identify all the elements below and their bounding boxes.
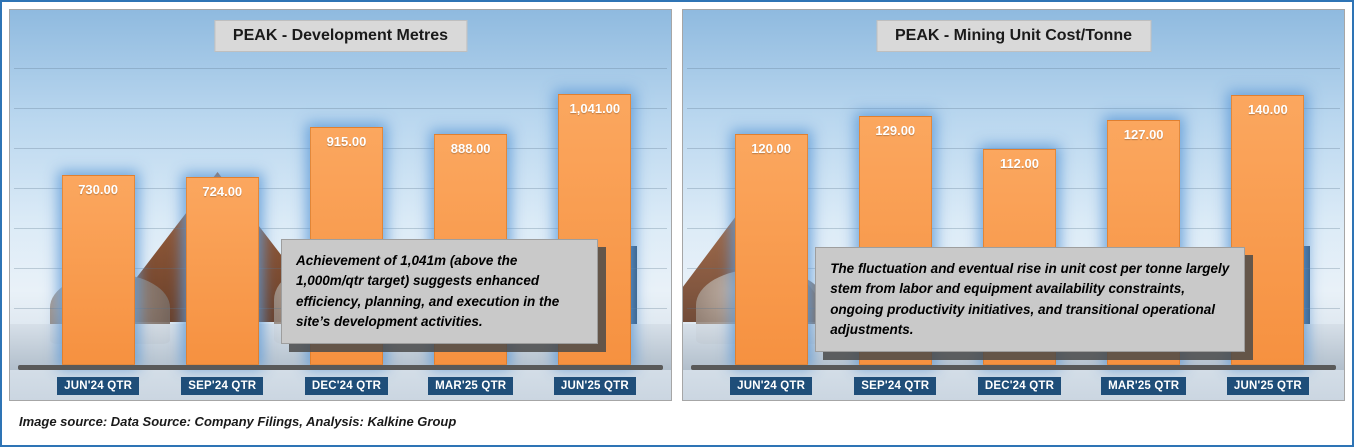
chart-panel-development-metres: PEAK - Development Metres 730.00 724.00 91…: [9, 9, 672, 401]
bar: 730.00: [61, 175, 135, 365]
x-axis-label: SEP'24 QTR: [181, 377, 264, 395]
x-axis-line: [18, 365, 663, 370]
x-axis-label-cell: DEC'24 QTR: [284, 376, 408, 395]
bar: 120.00: [734, 133, 808, 365]
charts-row: PEAK - Development Metres 730.00 724.00 91…: [9, 9, 1345, 401]
x-axis-label: JUN'24 QTR: [57, 377, 140, 395]
bar-slot: 120.00: [712, 66, 830, 365]
x-axis-label: MAR'25 QTR: [1101, 377, 1187, 395]
bar-value-label: 129.00: [875, 123, 916, 139]
x-axis-label-cell: DEC'24 QTR: [957, 376, 1081, 395]
x-axis-label-cell: JUN'25 QTR: [533, 376, 657, 395]
gridline: [14, 108, 667, 109]
x-axis-label: JUN'25 QTR: [553, 377, 636, 395]
x-axis-labels: JUN'24 QTR SEP'24 QTR DEC'24 QTR MAR'25 QTR…: [36, 376, 657, 395]
bar-value-label: 1,041.00: [569, 101, 621, 117]
x-axis-line: [691, 365, 1336, 370]
x-axis-label-cell: JUN'25 QTR: [1206, 376, 1330, 395]
annotation-box: Achievement of 1,041m (above the 1,000m/…: [281, 239, 599, 344]
chart-title: PEAK - Development Metres: [213, 20, 468, 52]
x-axis-labels: JUN'24 QTR SEP'24 QTR DEC'24 QTR MAR'25 QTR…: [709, 376, 1330, 395]
bar-value-label: 140.00: [1247, 101, 1288, 117]
bar-slot: 730.00: [39, 66, 157, 365]
bar-value-label: 112.00: [999, 155, 1039, 171]
gridline: [687, 108, 1340, 109]
x-axis-label: JUN'25 QTR: [1226, 377, 1309, 395]
chart-panel-mining-unit-cost: PEAK - Mining Unit Cost/Tonne 120.00 129.…: [682, 9, 1345, 401]
x-axis-label-cell: MAR'25 QTR: [409, 376, 533, 395]
bar-value-label: 127.00: [1123, 127, 1164, 143]
x-axis-label: JUN'24 QTR: [730, 377, 813, 395]
bar: 724.00: [185, 176, 259, 365]
gridline: [687, 68, 1340, 69]
x-axis-label-cell: JUN'24 QTR: [709, 376, 833, 395]
bar-value-label: 915.00: [326, 134, 367, 150]
bar-value-label: 120.00: [751, 140, 791, 156]
x-axis-label: DEC'24 QTR: [304, 377, 389, 395]
chart-title: PEAK - Mining Unit Cost/Tonne: [875, 20, 1152, 52]
gridline: [14, 68, 667, 69]
bar-value-label: 888.00: [450, 141, 491, 157]
x-axis-label: DEC'24 QTR: [977, 377, 1062, 395]
annotation-box: The fluctuation and eventual rise in uni…: [815, 247, 1245, 352]
bar-slot: 724.00: [163, 66, 281, 365]
source-caption: Image source: Data Source: Company Filin…: [19, 413, 457, 429]
x-axis-label-cell: SEP'24 QTR: [833, 376, 957, 395]
x-axis-label-cell: MAR'25 QTR: [1082, 376, 1206, 395]
x-axis-label: SEP'24 QTR: [854, 377, 937, 395]
bar-value-label: 724.00: [202, 183, 243, 199]
x-axis-label-cell: SEP'24 QTR: [160, 376, 284, 395]
x-axis-label-cell: JUN'24 QTR: [36, 376, 160, 395]
bar-value-label: 730.00: [78, 182, 118, 198]
x-axis-label: MAR'25 QTR: [428, 377, 514, 395]
gridline: [687, 148, 1340, 149]
